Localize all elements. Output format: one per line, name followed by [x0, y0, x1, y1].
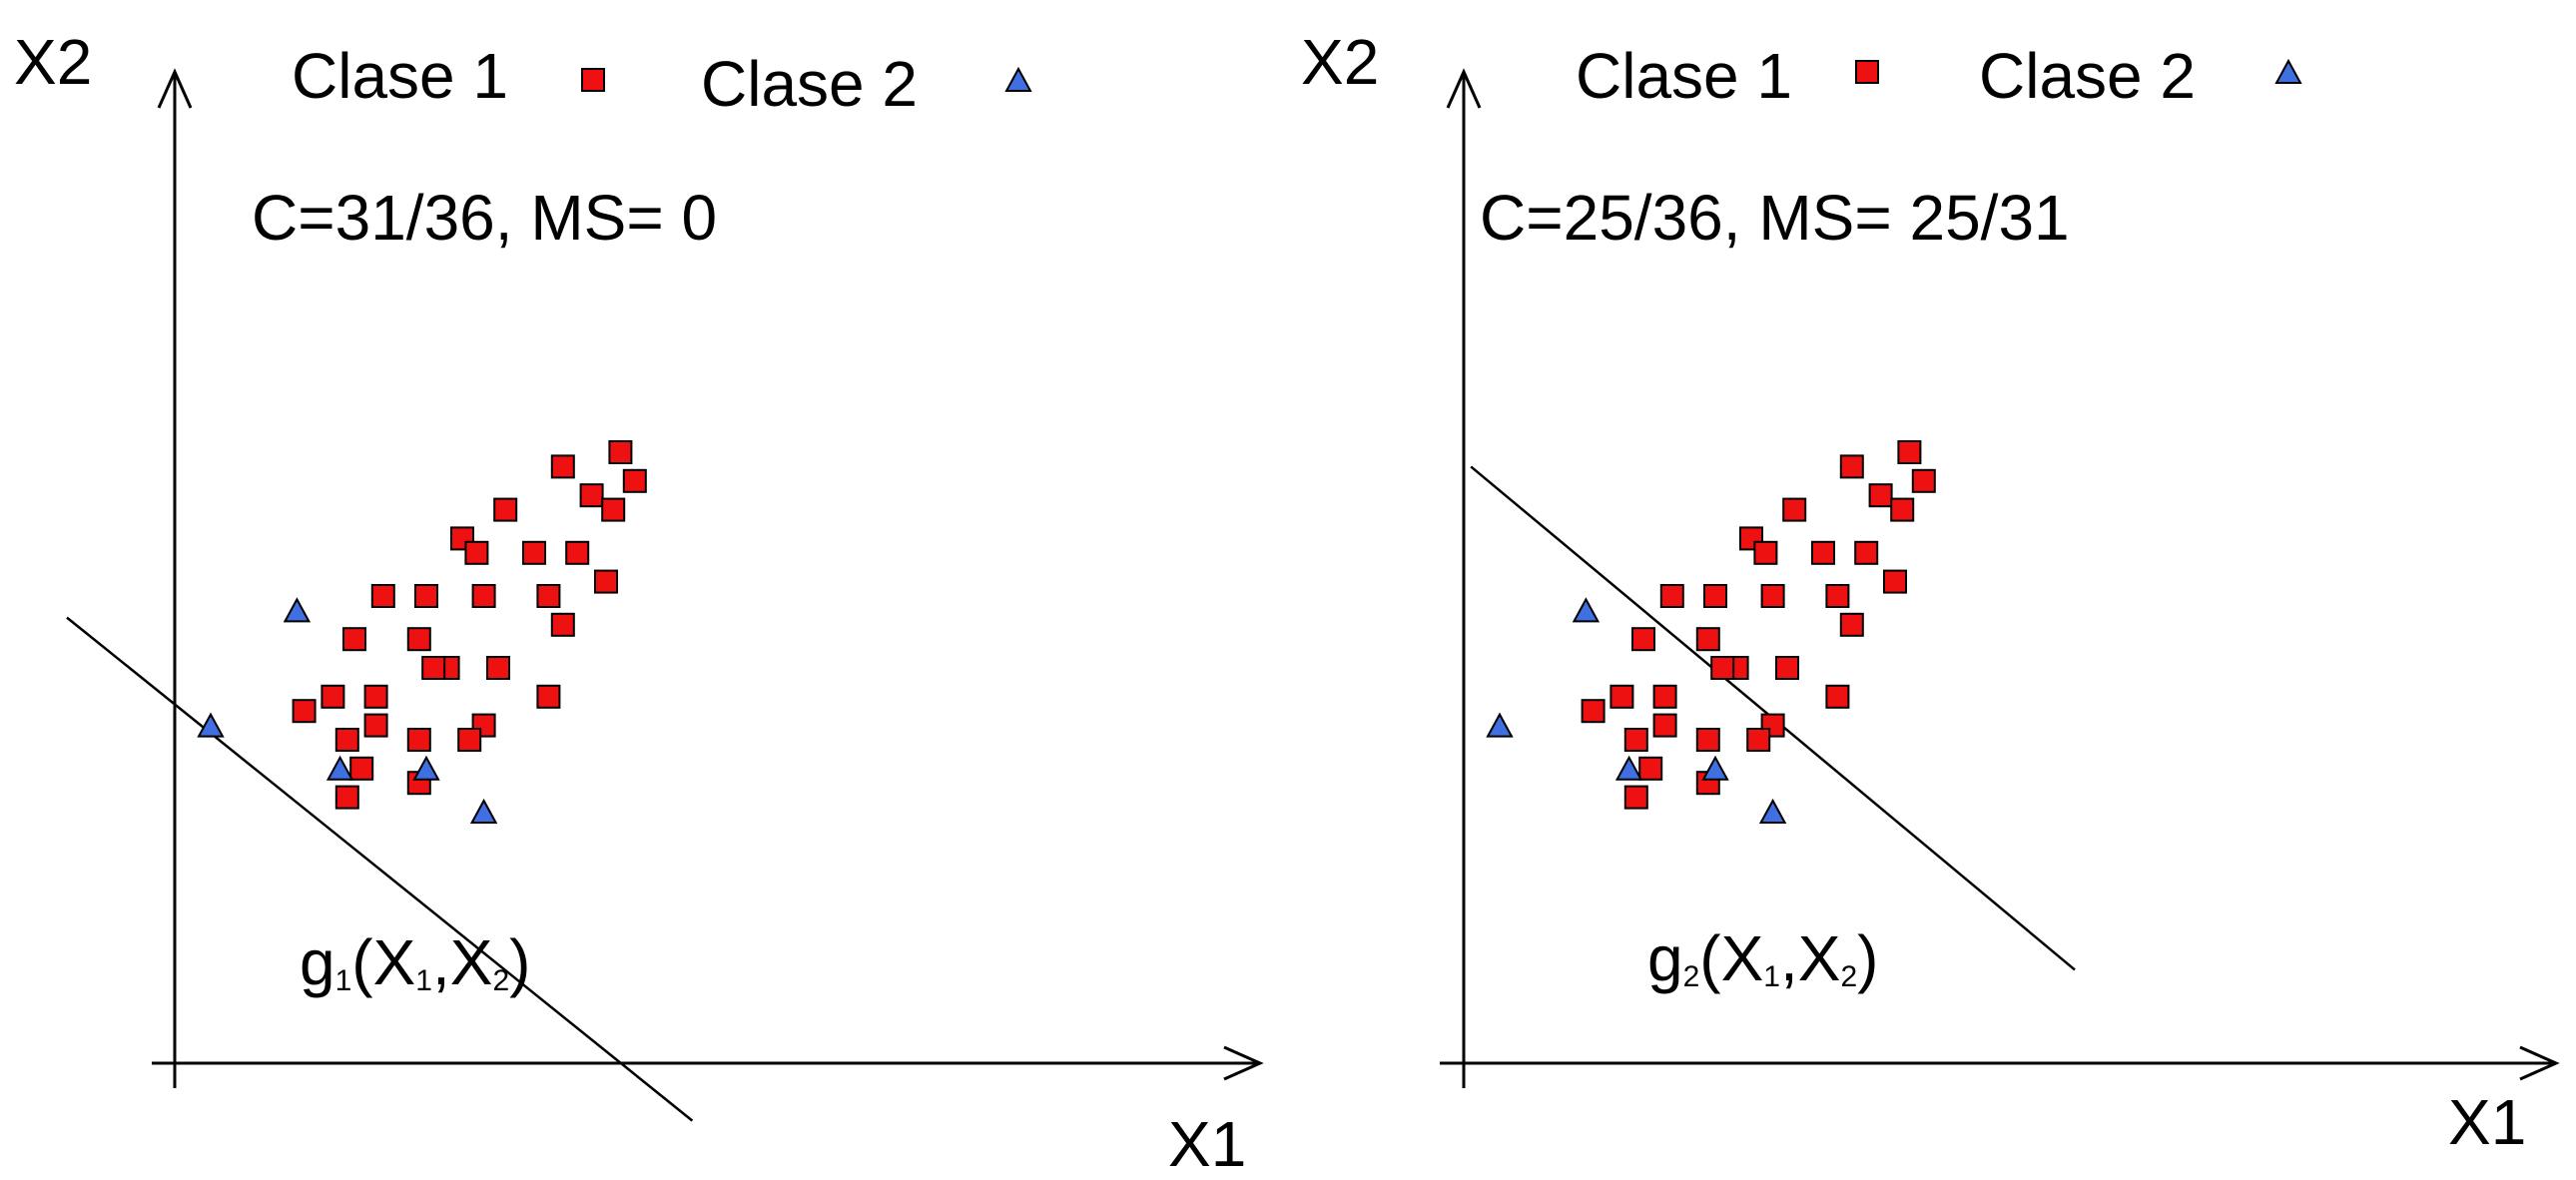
annotation: C=31/36, MS= 0: [252, 182, 717, 254]
data-point-clase1: [1703, 584, 1727, 608]
data-point-clase1: [493, 497, 518, 522]
data-point-clase1: [457, 728, 482, 752]
y-axis-label: X2: [14, 26, 92, 98]
data-point-clase1: [1695, 728, 1720, 752]
data-point-clase1: [1638, 756, 1663, 781]
data-point-clase1: [414, 584, 438, 608]
data-point-clase1: [363, 713, 388, 738]
data-point-clase1: [536, 584, 561, 608]
data-point-clase2: [325, 755, 354, 781]
data-point-clase1: [1868, 483, 1893, 508]
data-point-clase1: [321, 684, 345, 709]
data-point-clase1: [1652, 684, 1677, 709]
discriminant-label: g2(X1,X2): [1647, 922, 1878, 994]
legend-clase1-marker-icon: [1855, 60, 1879, 84]
x-axis-label: X1: [1168, 1108, 1246, 1180]
annotation: C=25/36, MS= 25/31: [1480, 182, 2070, 254]
data-point-clase1: [1883, 569, 1907, 594]
y-axis-arrow-icon: [157, 68, 193, 109]
y-axis-label: X2: [1301, 26, 1379, 98]
data-point-clase1: [1839, 454, 1864, 479]
x-axis-label: X1: [2448, 1086, 2526, 1158]
legend-clase2-label: Clase 2: [701, 48, 918, 120]
data-point-clase2: [469, 798, 498, 824]
data-point-clase1: [1890, 497, 1915, 522]
data-point-clase1: [486, 656, 510, 680]
data-point-clase1: [334, 728, 359, 752]
data-point-clase1: [1760, 584, 1785, 608]
chart-panel-left: X2 X1 Clase 1 Clase 2 C=31/36, MS= 0 g1(…: [14, 26, 1264, 1180]
discriminant-label: g1(X1,X2): [300, 926, 530, 998]
data-point-clase1: [292, 699, 317, 724]
data-point-clase1: [1775, 656, 1799, 680]
data-point-clase1: [1825, 584, 1850, 608]
legend-clase1-label: Clase 1: [1576, 40, 1792, 112]
data-point-clase1: [406, 627, 431, 652]
data-point-clase1: [536, 684, 561, 709]
legend-clase2-label: Clase 2: [1979, 40, 2196, 112]
data-point-clase1: [1782, 497, 1807, 522]
data-point-clase2: [283, 597, 312, 623]
y-axis-arrow-icon: [1446, 68, 1482, 109]
data-point-clase1: [622, 468, 647, 493]
data-point-clase1: [471, 584, 496, 608]
data-point-clase1: [1811, 540, 1835, 565]
data-point-clase1: [1825, 684, 1850, 709]
data-point-clase1: [522, 540, 546, 565]
x-axis-arrow-icon: [1223, 1045, 1264, 1081]
data-point-clase1: [608, 440, 633, 464]
data-point-clase1: [550, 612, 575, 637]
data-point-clase1: [1911, 468, 1936, 493]
data-point-clase1: [1610, 684, 1634, 709]
data-point-clase1: [1710, 656, 1735, 680]
data-point-clase1: [579, 483, 604, 508]
data-point-clase1: [565, 540, 590, 565]
data-point-clase1: [1631, 627, 1655, 652]
legend-clase2-marker-icon: [1004, 66, 1032, 92]
data-point-clase1: [1695, 627, 1720, 652]
data-point-clase1: [363, 684, 388, 709]
data-point-clase1: [406, 728, 431, 752]
data-point-clase1: [1839, 612, 1864, 637]
data-point-clase1: [342, 627, 366, 652]
data-point-clase1: [334, 785, 359, 810]
data-point-clase2: [1614, 755, 1643, 781]
chart-panel-right: X2 X1 Clase 1 Clase 2 C=25/36, MS= 25/31…: [1301, 26, 2560, 1158]
data-point-clase1: [1854, 540, 1879, 565]
data-point-clase1: [1623, 785, 1648, 810]
data-point-clase1: [1652, 713, 1677, 738]
data-point-clase1: [370, 584, 395, 608]
data-point-clase2: [1486, 712, 1514, 738]
decision-boundary-line: [66, 616, 694, 1122]
data-point-clase2: [412, 755, 440, 781]
data-point-clase1: [1746, 728, 1771, 752]
data-point-clase1: [464, 540, 489, 565]
data-point-clase1: [1897, 440, 1922, 464]
legend-clase2-marker-icon: [2274, 58, 2302, 84]
data-point-clase1: [1753, 540, 1778, 565]
data-point-clase1: [1581, 699, 1606, 724]
data-point-clase1: [421, 656, 446, 680]
data-point-clase2: [197, 712, 225, 738]
data-point-clase2: [1758, 798, 1787, 824]
data-point-clase1: [594, 569, 618, 594]
data-point-clase1: [349, 756, 374, 781]
x-axis-arrow-icon: [2519, 1045, 2560, 1081]
data-point-clase1: [550, 454, 575, 479]
legend-clase1-label: Clase 1: [292, 40, 508, 112]
data-point-clase2: [1572, 597, 1601, 623]
data-point-clase2: [1701, 755, 1729, 781]
data-point-clase1: [1623, 728, 1648, 752]
data-point-clase1: [601, 497, 626, 522]
legend-clase1-marker-icon: [581, 68, 605, 92]
data-point-clase1: [1659, 584, 1684, 608]
